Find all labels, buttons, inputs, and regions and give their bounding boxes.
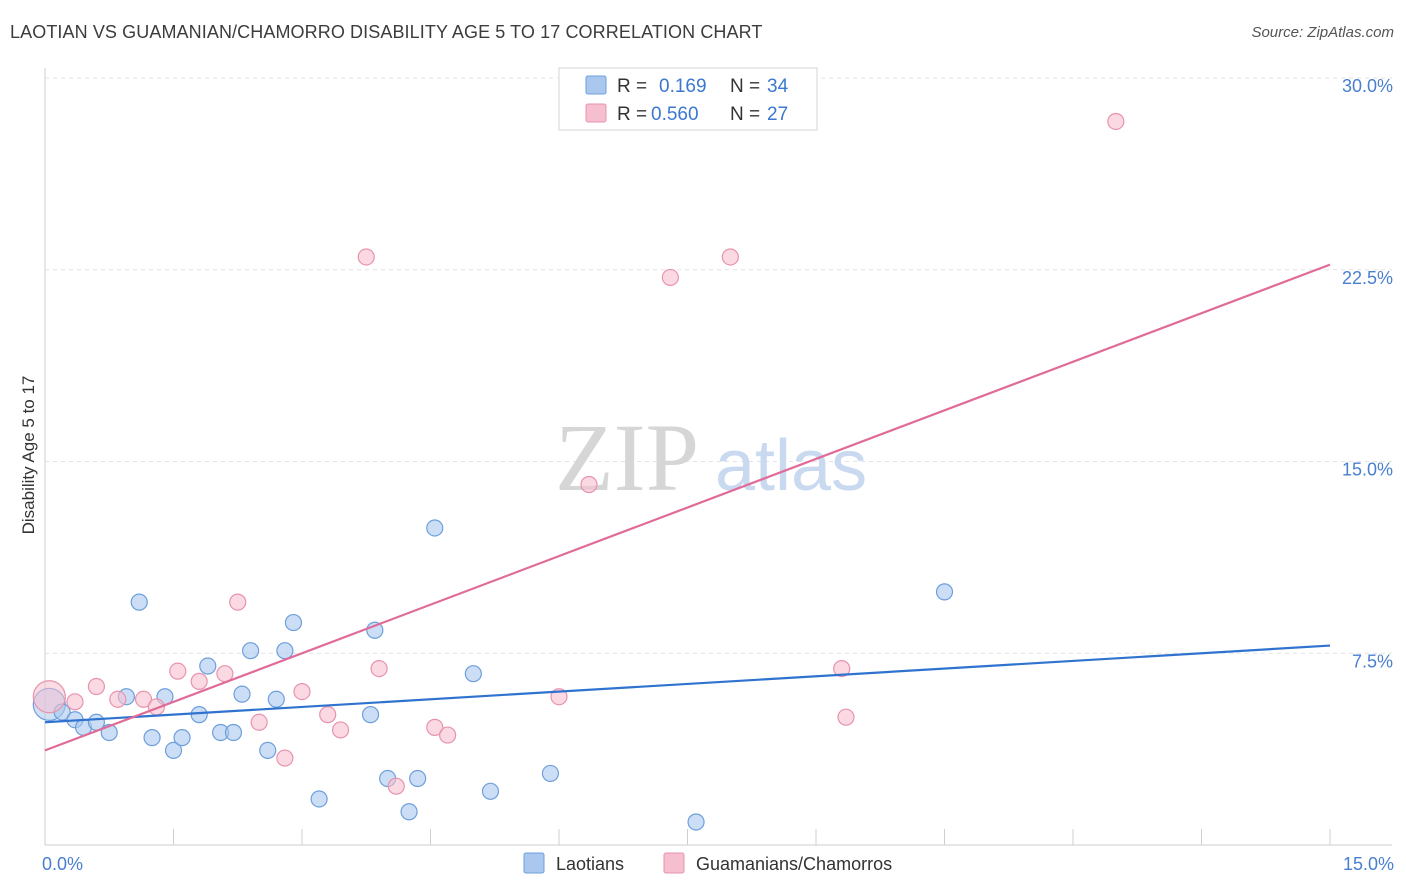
laotian-point — [164, 741, 183, 760]
guamanian-point — [134, 690, 153, 708]
legend-n-label-2: N = — [730, 104, 760, 125]
guamanian-point — [331, 721, 350, 739]
bottom-legend-swatch-guamanians — [663, 852, 685, 874]
guamanian-point — [66, 693, 84, 711]
guamanian-point — [87, 677, 106, 696]
laotian-point — [242, 642, 260, 660]
guamanian-point — [426, 718, 444, 736]
guamanian-trend-line — [44, 263, 1331, 752]
guamanian-point — [109, 690, 127, 708]
y-axis-label: Disability Age 5 to 17 — [19, 376, 38, 535]
laotian-point — [130, 593, 148, 611]
laotian-point — [409, 769, 427, 788]
guamanian-point — [190, 672, 208, 690]
guamanian-point — [439, 726, 457, 744]
guamanian-point — [387, 777, 405, 795]
laotian-point — [233, 685, 251, 703]
guamanian-point — [357, 248, 375, 266]
legend-r-value-2: 0.560 — [651, 104, 699, 125]
y-tick-label: 7.5% — [1352, 651, 1393, 671]
laotian-point — [276, 642, 294, 660]
laotian-point — [259, 741, 277, 760]
laotian-point — [426, 519, 444, 537]
watermark-atlas: atlas — [715, 426, 867, 506]
data-points — [32, 112, 1125, 831]
watermark-zip: ZIP — [555, 404, 699, 511]
x-tick-label: 15.0% — [1343, 854, 1394, 874]
bottom-legend-guamanians: Guamanians/Chamorros — [696, 854, 892, 874]
watermark: ZIP atlas — [555, 404, 867, 511]
laotian-point — [687, 813, 705, 831]
stats-legend: R = 0.169 N = 34 R = 0.560 N = 27 — [558, 67, 818, 131]
guamanian-point — [580, 475, 598, 494]
guamanian-point — [319, 706, 337, 724]
laotian-point — [143, 729, 161, 747]
laotian-point — [173, 729, 191, 747]
laotian-point — [935, 583, 954, 601]
guamanian-point — [661, 268, 679, 287]
legend-n-value-1: 34 — [767, 76, 789, 97]
laotian-point — [199, 657, 217, 675]
y-tick-label: 22.5% — [1342, 268, 1393, 288]
laotian-point — [400, 803, 418, 821]
laotian-point — [464, 665, 482, 683]
guamanian-point — [1107, 112, 1125, 131]
legend-r-label-1: R = — [617, 76, 647, 97]
laotian-point — [267, 690, 285, 708]
series-legend: Laotians Guamanians/Chamorros — [523, 852, 892, 874]
y-tick-label: 30.0% — [1342, 76, 1393, 96]
laotian-trend-line — [44, 644, 1331, 724]
guamanian-point — [229, 593, 247, 611]
laotian-point — [541, 764, 560, 783]
guamanian-point — [370, 659, 388, 678]
laotian-point — [481, 782, 500, 800]
laotian-point — [310, 790, 328, 808]
y-tick-label: 15.0% — [1342, 460, 1393, 480]
legend-r-label-2: R = — [617, 104, 647, 125]
laotian-point — [190, 706, 208, 724]
laotian-point — [284, 613, 303, 632]
chart-title: LAOTIAN VS GUAMANIAN/CHAMORRO DISABILITY… — [10, 22, 763, 42]
guamanian-point — [32, 680, 66, 714]
legend-r-value-1: 0.169 — [659, 76, 707, 97]
laotian-point — [361, 706, 380, 724]
guamanian-point — [721, 248, 739, 266]
guamanian-point — [169, 662, 187, 680]
legend-n-value-2: 27 — [767, 104, 788, 125]
trend-lines — [44, 263, 1331, 752]
laotian-point — [224, 723, 243, 742]
x-tick-label: 0.0% — [42, 854, 83, 874]
legend-swatch-laotians — [585, 75, 607, 95]
source-label: Source: ZipAtlas.com — [1251, 24, 1394, 41]
gridlines — [45, 77, 1392, 654]
bottom-legend-swatch-laotians — [523, 852, 545, 874]
guamanian-point — [276, 749, 294, 767]
guamanian-point — [293, 682, 311, 701]
guamanian-point — [250, 713, 268, 731]
guamanian-point — [833, 659, 851, 678]
guamanian-point — [837, 708, 855, 726]
bottom-legend-laotians: Laotians — [556, 854, 624, 874]
legend-n-label-1: N = — [730, 76, 760, 97]
legend-swatch-guamanians — [585, 103, 607, 123]
